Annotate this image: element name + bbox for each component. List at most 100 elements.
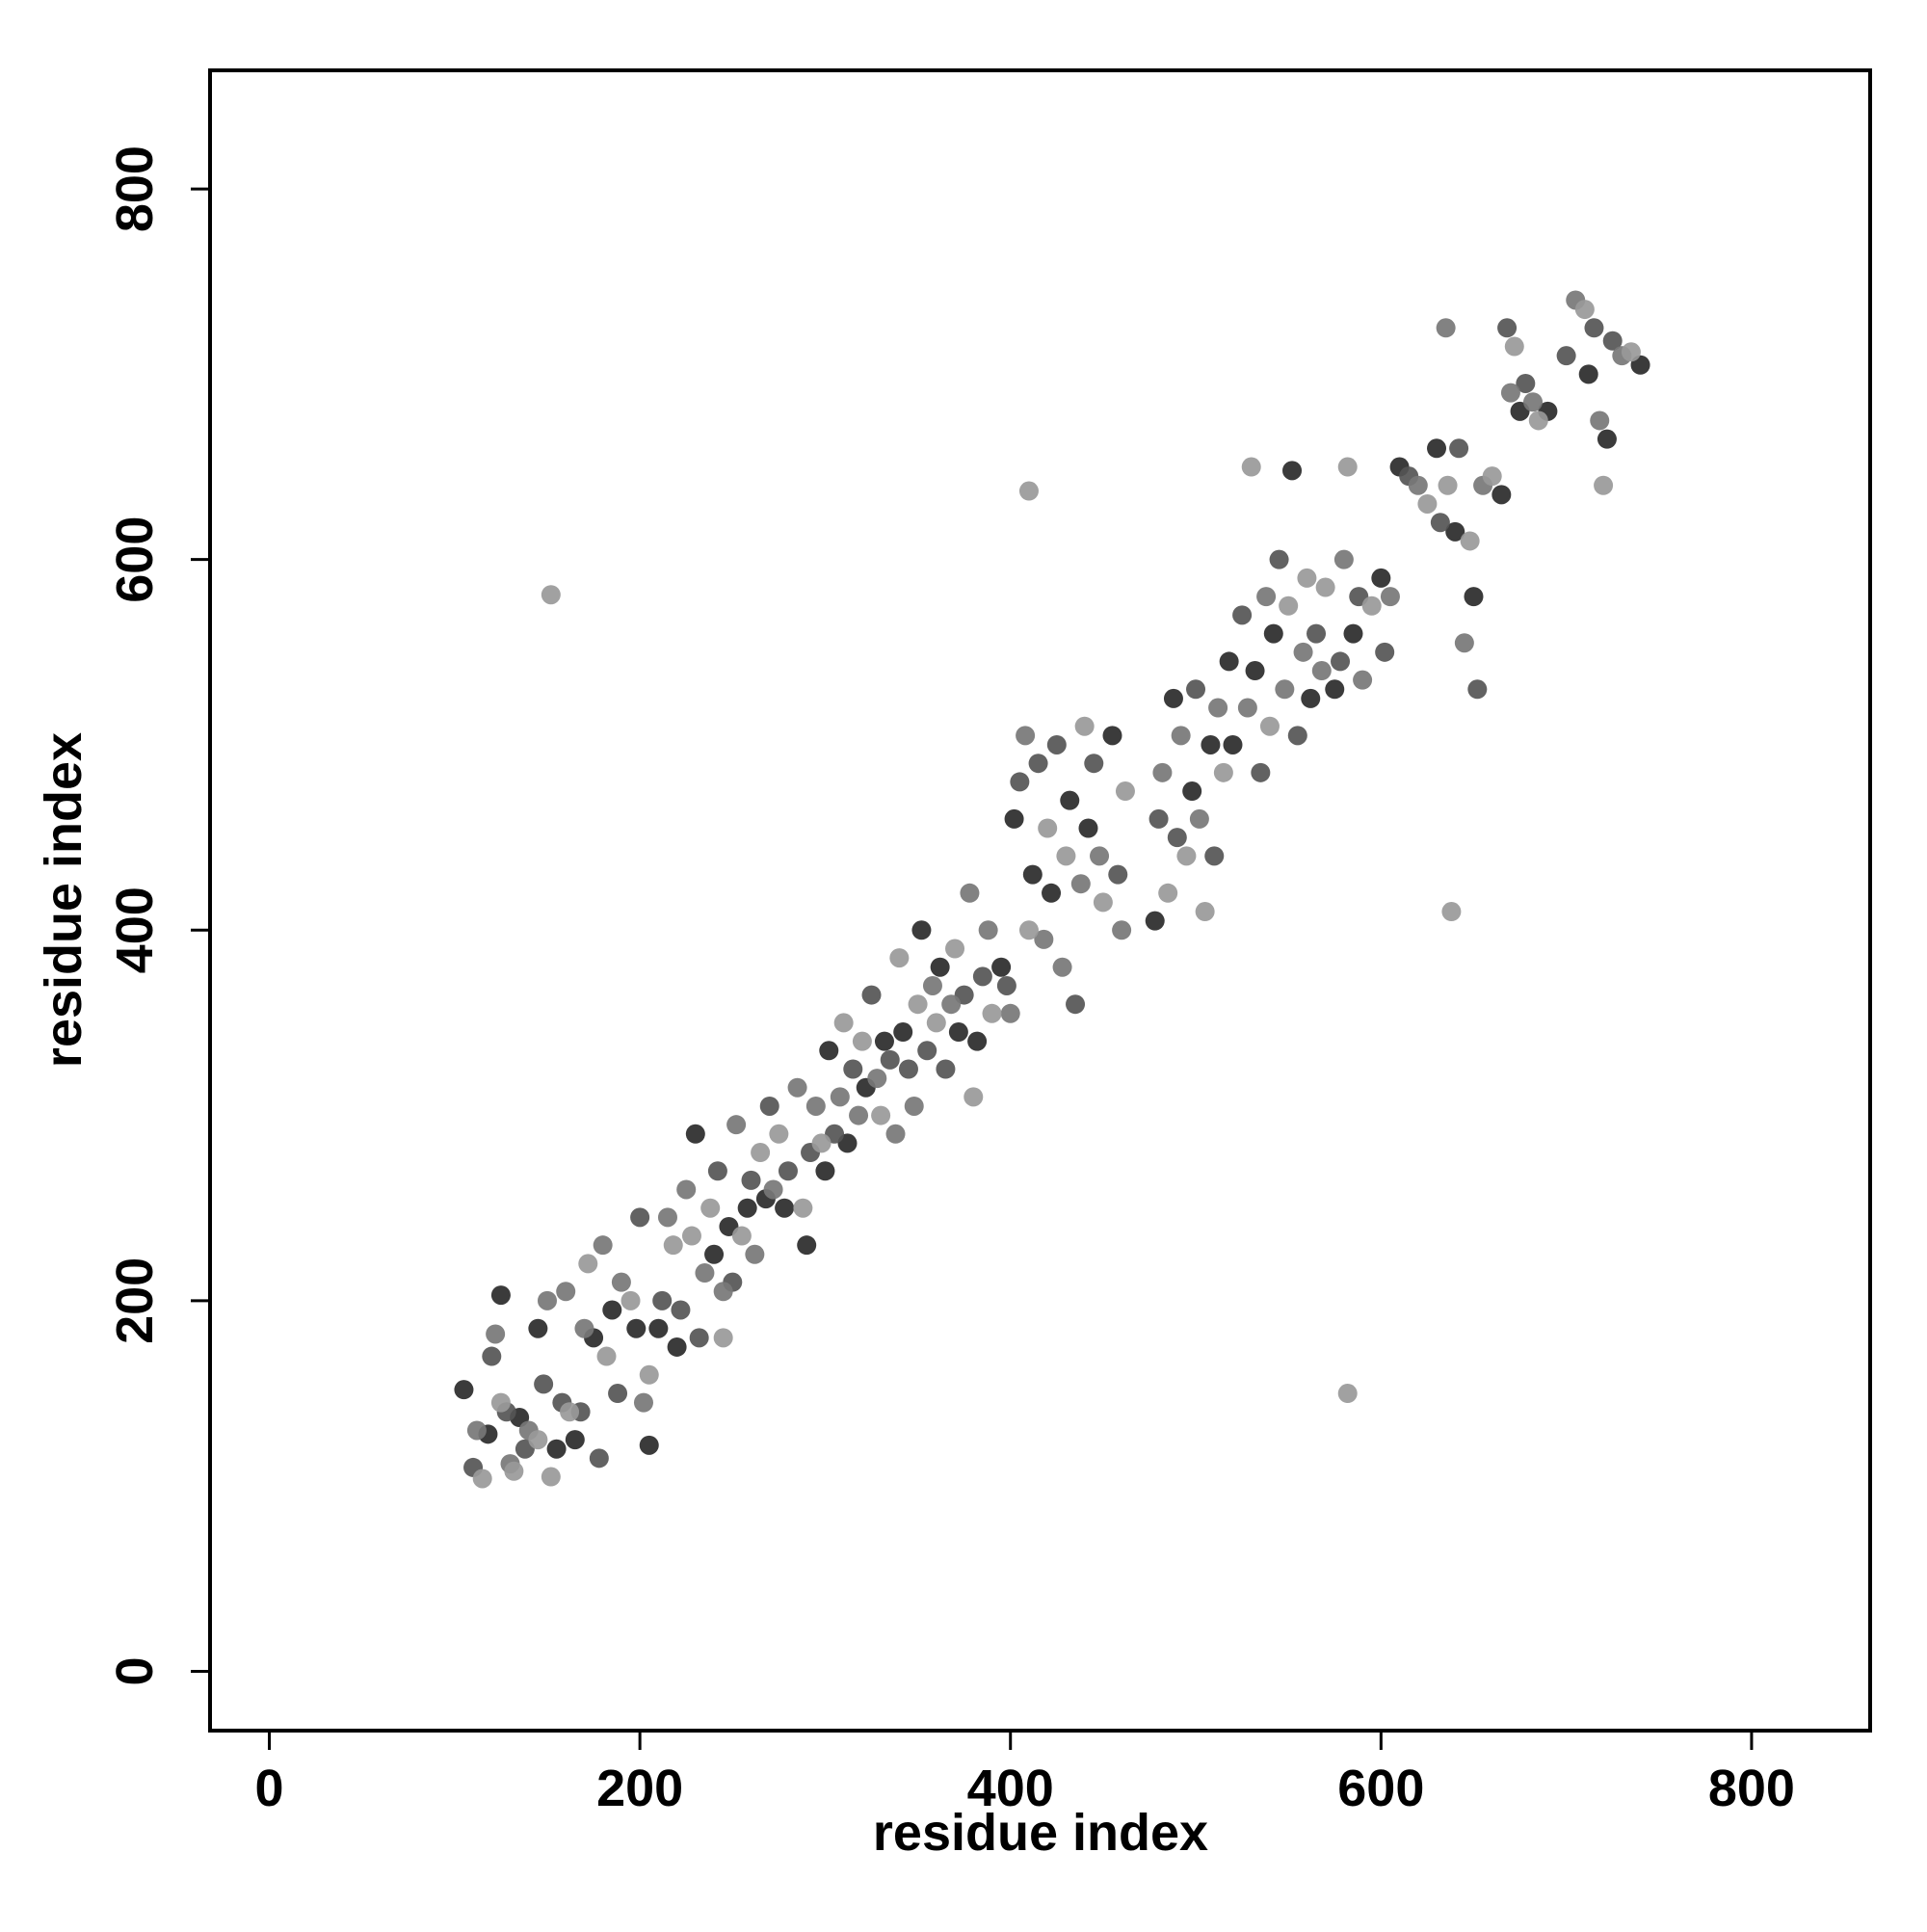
point (648, 1318, 669, 1338)
point (1000, 1003, 1020, 1023)
point (490, 1392, 511, 1413)
point (611, 1272, 631, 1292)
point (759, 1096, 779, 1116)
point (996, 975, 1016, 995)
point (941, 994, 962, 1015)
point (1259, 716, 1280, 736)
point (1052, 957, 1072, 977)
point (1241, 457, 1261, 477)
point (1417, 493, 1438, 514)
point (593, 1235, 613, 1256)
point (787, 1077, 807, 1098)
point (1042, 883, 1062, 903)
point (926, 1013, 946, 1033)
point (1516, 373, 1536, 393)
point (1237, 698, 1257, 718)
point (537, 1290, 557, 1310)
point (528, 1430, 548, 1450)
point (1016, 726, 1036, 746)
point (482, 1346, 502, 1366)
point (889, 948, 910, 968)
y-tick-label: 600 (106, 516, 164, 603)
point (1232, 605, 1253, 625)
point (982, 1003, 1002, 1023)
point (1438, 475, 1458, 495)
point (1353, 670, 1373, 690)
point (1108, 864, 1128, 885)
point (1171, 726, 1191, 746)
point (871, 1105, 891, 1125)
point (1112, 920, 1132, 940)
point (945, 939, 965, 959)
point (849, 1105, 869, 1125)
point (1176, 846, 1197, 866)
point (602, 1300, 622, 1320)
point (731, 1226, 752, 1246)
point (1010, 772, 1030, 792)
point (1074, 716, 1095, 736)
point (1275, 679, 1295, 700)
point (775, 1198, 795, 1218)
point (1578, 364, 1598, 384)
point (830, 1087, 850, 1107)
point (1574, 300, 1595, 320)
point (1158, 883, 1178, 903)
point (1311, 661, 1332, 681)
y-tick-label: 200 (106, 1257, 164, 1344)
point (633, 1392, 653, 1413)
point (676, 1179, 697, 1200)
point (1467, 679, 1488, 700)
point (797, 1235, 817, 1256)
point (1597, 429, 1617, 449)
point (904, 1096, 924, 1116)
point (936, 1059, 956, 1079)
point (930, 957, 950, 977)
point (713, 1282, 733, 1302)
point (1093, 892, 1113, 913)
point (667, 1337, 687, 1357)
point (1201, 734, 1221, 754)
point (964, 1087, 984, 1107)
point (1504, 336, 1524, 357)
point (1436, 318, 1456, 338)
point (454, 1380, 474, 1400)
x-tick-label: 0 (255, 1760, 284, 1817)
point (556, 1282, 576, 1302)
point (1449, 438, 1469, 459)
point (1445, 521, 1465, 542)
point (908, 994, 928, 1015)
point (707, 1161, 727, 1181)
point (534, 1374, 554, 1394)
point (948, 1022, 968, 1043)
point (596, 1346, 617, 1366)
point (911, 920, 932, 940)
point (1018, 920, 1039, 940)
point (541, 585, 561, 605)
point (1497, 318, 1518, 338)
point (922, 975, 942, 995)
y-axis-label: residue index (35, 732, 92, 1068)
point (466, 1420, 487, 1441)
point (1287, 726, 1307, 746)
point (681, 1226, 701, 1246)
point (751, 1143, 771, 1163)
point (1251, 762, 1271, 782)
point (1046, 734, 1067, 754)
point (574, 1318, 594, 1338)
point (671, 1300, 691, 1320)
point (630, 1207, 650, 1228)
point (608, 1384, 628, 1404)
point (1307, 623, 1327, 644)
point (1204, 846, 1225, 866)
point (1148, 808, 1169, 829)
point (1223, 734, 1243, 754)
point (1167, 828, 1187, 848)
x-tick-label: 400 (967, 1760, 1054, 1817)
point (1060, 790, 1080, 810)
point (1152, 762, 1173, 782)
point (1022, 864, 1043, 885)
point (1213, 762, 1233, 782)
point (893, 1022, 913, 1043)
point (960, 883, 980, 903)
